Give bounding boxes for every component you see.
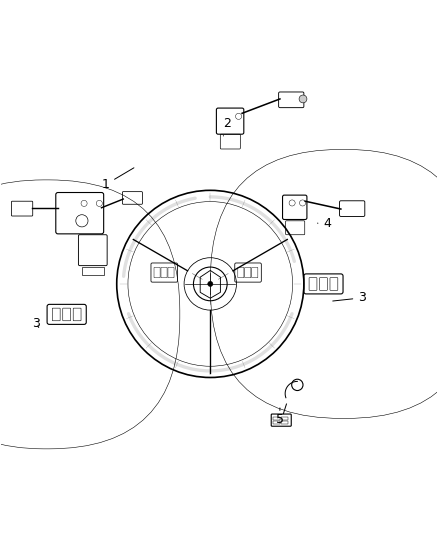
Bar (281, 421, 288, 424)
Text: 3: 3 (333, 292, 366, 304)
Bar (82, 266, 104, 275)
Text: 1: 1 (102, 168, 134, 191)
Bar (281, 417, 288, 420)
Bar (273, 417, 280, 420)
Bar (273, 421, 280, 424)
Text: 5: 5 (276, 408, 283, 426)
Text: 3: 3 (32, 318, 40, 330)
Text: 2: 2 (223, 117, 231, 136)
Circle shape (208, 281, 213, 287)
Text: 4: 4 (318, 217, 331, 230)
Circle shape (299, 95, 307, 103)
